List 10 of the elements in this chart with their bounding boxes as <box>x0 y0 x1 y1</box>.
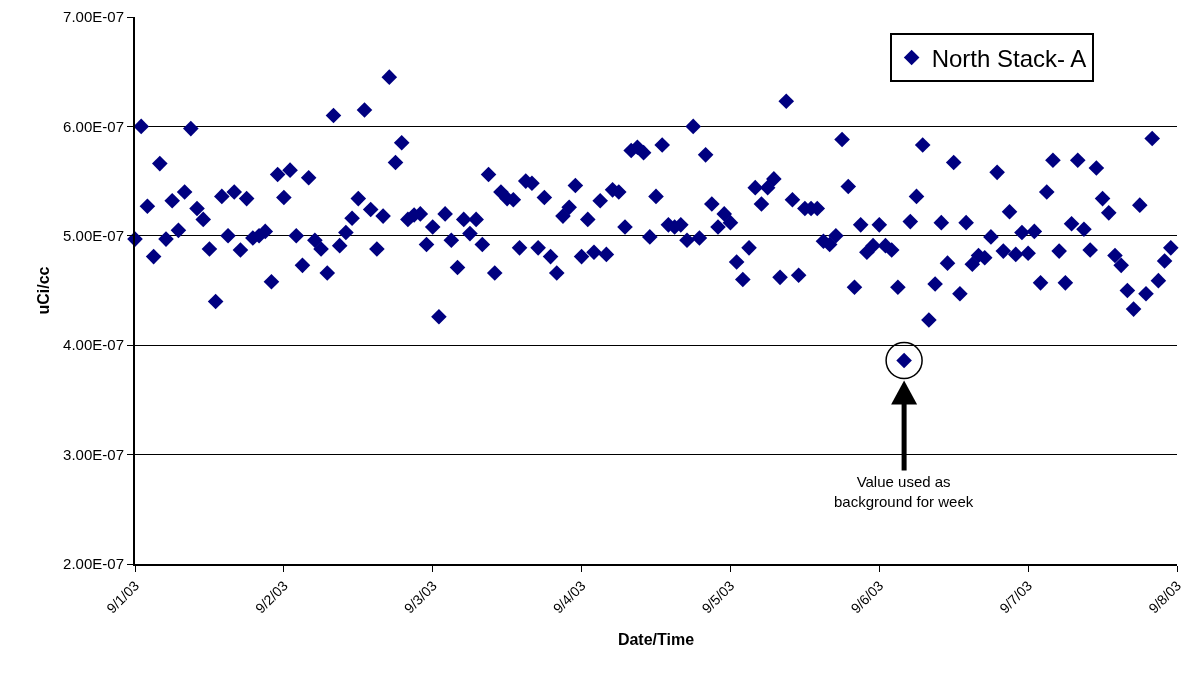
y-tick-label: 7.00E-07 <box>63 8 124 26</box>
y-tick-label: 3.00E-07 <box>63 445 124 463</box>
annotation: Value used as background for week <box>834 473 974 510</box>
legend-label: North Stack- A <box>931 44 1087 72</box>
y-axis-title: uCi/cc <box>34 266 52 315</box>
x-axis-title: Date/Time <box>617 630 695 648</box>
y-tick-label: 6.00E-07 <box>63 117 124 135</box>
y-tick-label: 2.00E-07 <box>63 555 124 573</box>
y-tick-label: 4.00E-07 <box>63 336 124 354</box>
y-tick-label: 5.00E-07 <box>63 227 124 245</box>
